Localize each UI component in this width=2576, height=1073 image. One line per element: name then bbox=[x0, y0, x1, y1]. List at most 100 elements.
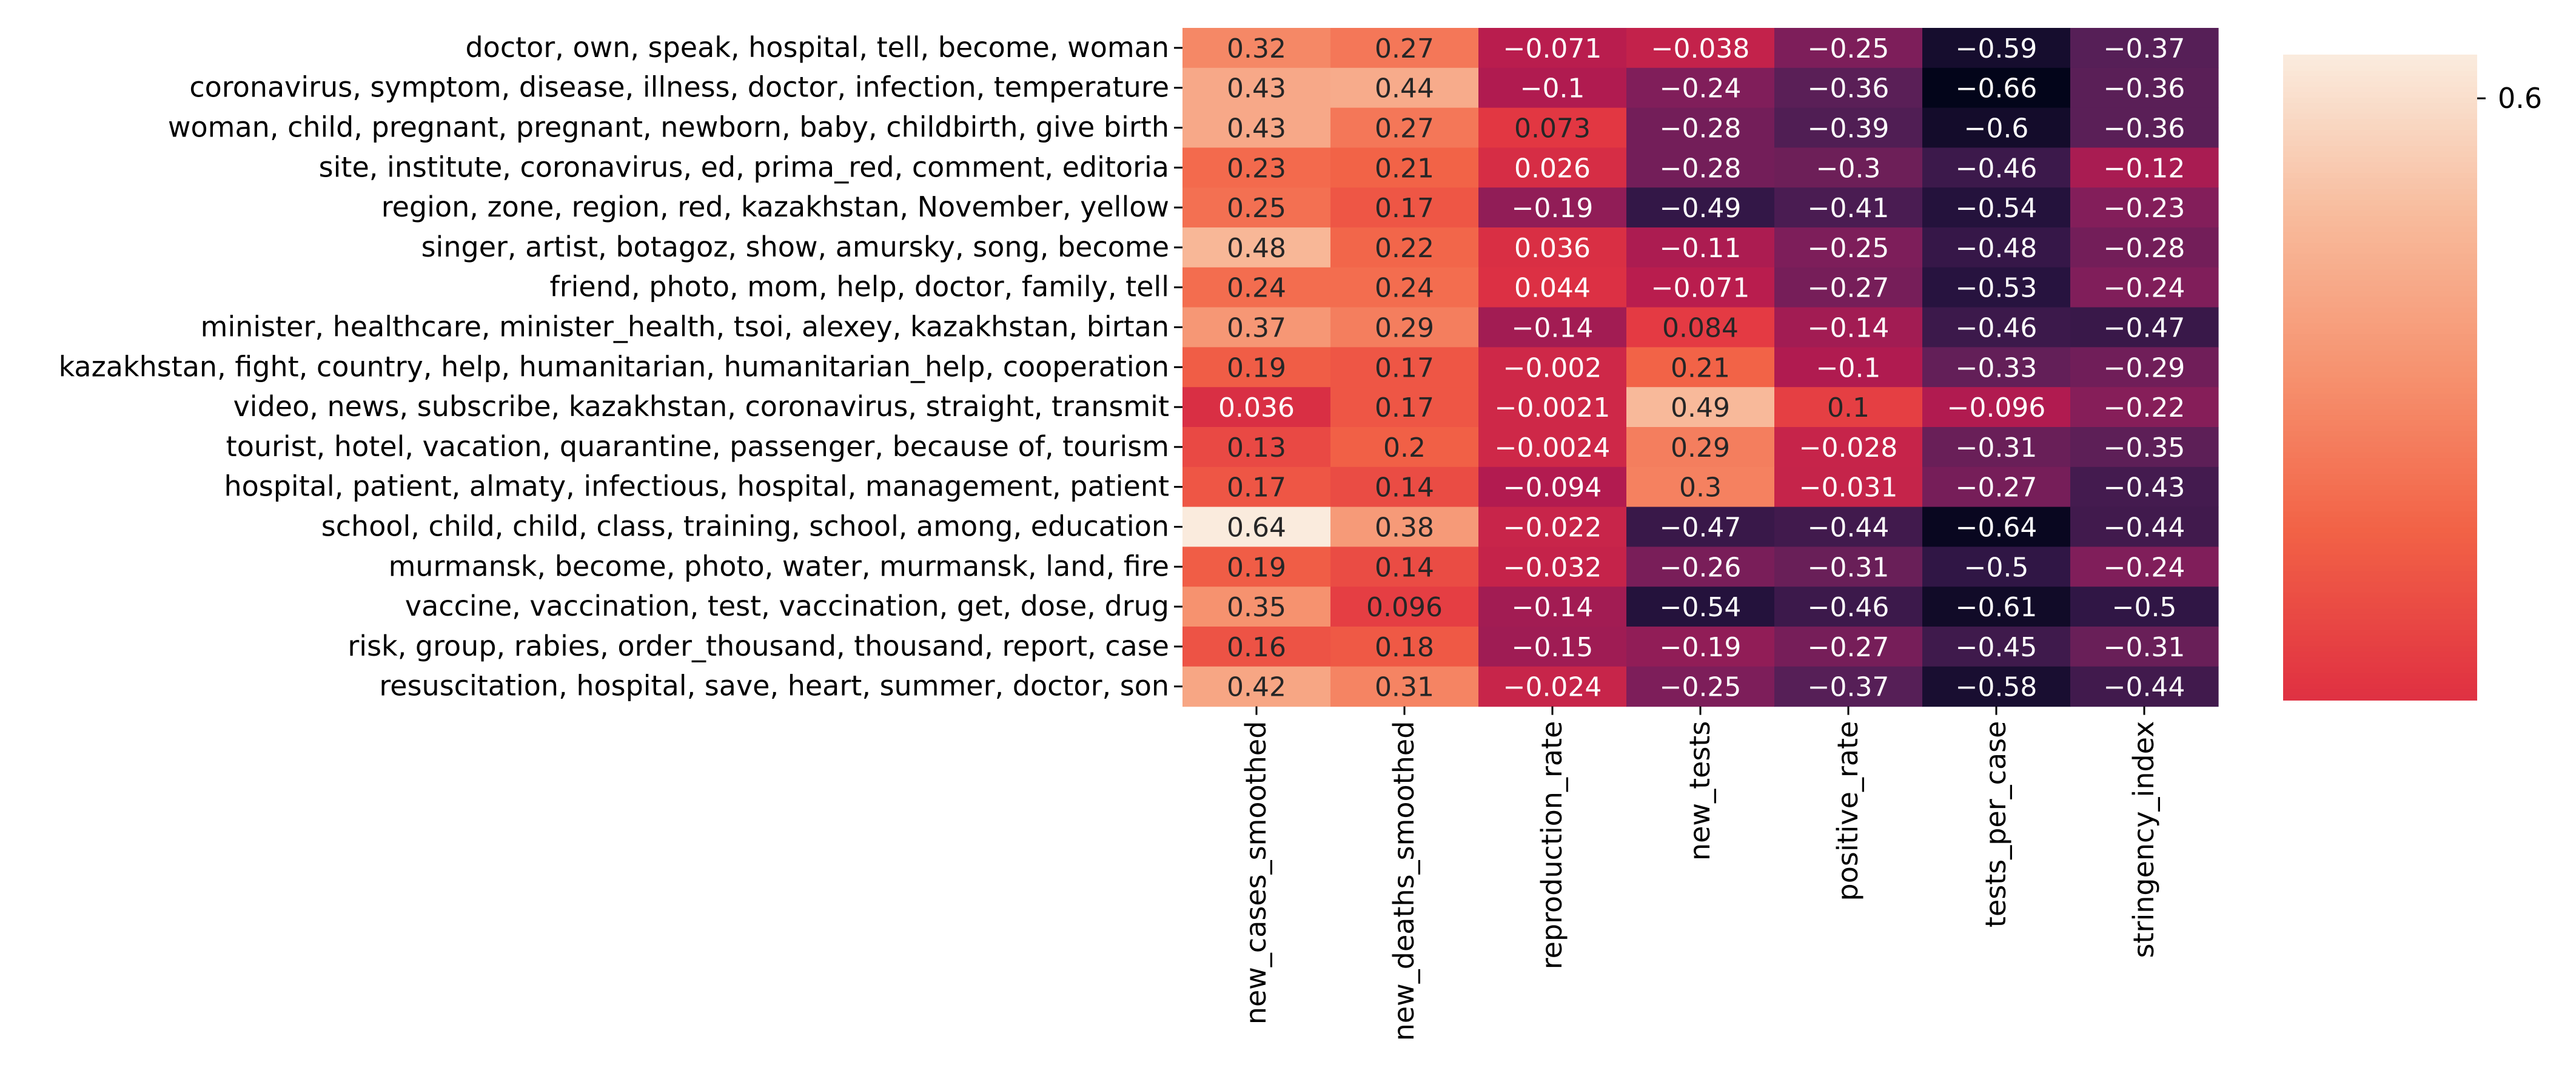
heatmap-cell bbox=[1774, 466, 1923, 508]
cell-value-label: −0.1 bbox=[1520, 73, 1585, 104]
heatmap-cell bbox=[1922, 267, 2071, 308]
cell-value-label: −0.002 bbox=[1503, 352, 1602, 383]
cell-value-label: −0.46 bbox=[1808, 592, 1890, 623]
colorbar-segment bbox=[2283, 226, 2477, 233]
heatmap-cell bbox=[1774, 427, 1923, 468]
heatmap-cell bbox=[1182, 227, 1331, 268]
cell-value-label: −0.24 bbox=[1660, 73, 1742, 104]
cell-value-label: −0.031 bbox=[1799, 473, 1898, 503]
heatmap-cell bbox=[2070, 627, 2219, 667]
heatmap-cell bbox=[1774, 307, 1923, 348]
row-label: friend, photo, mom, help, doctor, family… bbox=[550, 271, 1169, 303]
cell-value-label: 0.17 bbox=[1375, 352, 1434, 383]
colorbar-segment bbox=[2283, 210, 2477, 217]
cell-value-label: −0.46 bbox=[1956, 313, 2038, 344]
colorbar-segment bbox=[2283, 221, 2477, 227]
colorbar-segment bbox=[2283, 592, 2477, 599]
column-label: new_deaths_smoothed bbox=[1387, 721, 1420, 1041]
cell-value-label: 0.27 bbox=[1375, 33, 1434, 64]
heatmap-cell bbox=[1774, 107, 1923, 148]
cell-value-label: −0.032 bbox=[1503, 552, 1602, 583]
heatmap-cell bbox=[1330, 347, 1479, 388]
heatmap-cell bbox=[1478, 107, 1627, 148]
colorbar-segment bbox=[2283, 173, 2477, 179]
cell-value-label: 0.42 bbox=[1227, 672, 1286, 703]
colorbar: 0.6 bbox=[2283, 55, 2542, 701]
heatmap-cell bbox=[1182, 347, 1331, 388]
heatmap-cell bbox=[1330, 28, 1479, 69]
heatmap-cell bbox=[1626, 427, 1775, 468]
colorbar-segment bbox=[2283, 463, 2477, 469]
colorbar-segment bbox=[2283, 597, 2477, 604]
row-label: risk, group, rabies, order_thousand, tho… bbox=[347, 630, 1169, 662]
cell-value-label: −0.0021 bbox=[1495, 392, 1611, 423]
cell-value-label: 0.14 bbox=[1375, 552, 1434, 583]
row-label: region, zone, region, red, kazakhstan, N… bbox=[381, 190, 1169, 223]
heatmap-cell bbox=[1774, 506, 1923, 547]
cell-value-label: −0.41 bbox=[1808, 193, 1890, 224]
colorbar-segment bbox=[2283, 479, 2477, 486]
heatmap-cell bbox=[1922, 187, 2071, 228]
colorbar-segment bbox=[2283, 334, 2477, 340]
cell-value-label: 0.43 bbox=[1227, 73, 1286, 104]
colorbar-segment bbox=[2283, 662, 2477, 668]
cell-value-label: −0.19 bbox=[1512, 193, 1594, 224]
heatmap-cell bbox=[1626, 466, 1775, 508]
colorbar-segment bbox=[2283, 130, 2477, 136]
row-label: kazakhstan, fight, country, help, humani… bbox=[59, 350, 1169, 383]
cell-value-label: −0.39 bbox=[1808, 113, 1890, 144]
cell-value-label: −0.022 bbox=[1503, 513, 1602, 543]
heatmap-cell bbox=[1330, 267, 1479, 308]
cell-value-label: −0.28 bbox=[1660, 113, 1742, 144]
colorbar-segment bbox=[2283, 81, 2477, 88]
cell-value-label: −0.6 bbox=[1964, 113, 2029, 144]
colorbar-segment bbox=[2283, 608, 2477, 615]
heatmap-cell bbox=[1774, 28, 1923, 69]
cell-value-label: 0.036 bbox=[1218, 392, 1295, 423]
cell-value-label: −0.28 bbox=[2104, 233, 2185, 264]
row-label: site, institute, coronavirus, ed, prima_… bbox=[319, 150, 1169, 183]
colorbar-segment bbox=[2283, 286, 2477, 292]
heatmap-cell bbox=[1182, 387, 1331, 428]
colorbar-segment bbox=[2283, 393, 2477, 400]
colorbar-segment bbox=[2283, 97, 2477, 104]
cell-value-label: −0.28 bbox=[1660, 153, 1742, 184]
heatmap-cell bbox=[1478, 427, 1627, 468]
heatmap-cell bbox=[1182, 466, 1331, 508]
colorbar-segment bbox=[2283, 630, 2477, 636]
cell-value-label: −0.5 bbox=[2112, 592, 2177, 623]
heatmap-cell bbox=[1922, 627, 2071, 667]
heatmap-cell bbox=[1182, 666, 1331, 707]
cell-value-label: −0.14 bbox=[1512, 313, 1594, 344]
colorbar-segment bbox=[2283, 695, 2477, 701]
heatmap-cell bbox=[1182, 147, 1331, 188]
cell-value-label: 0.35 bbox=[1227, 592, 1286, 623]
cell-value-label: 0.14 bbox=[1375, 473, 1434, 503]
colorbar-segment bbox=[2283, 651, 2477, 658]
cell-value-label: 0.32 bbox=[1227, 33, 1286, 64]
colorbar-segment bbox=[2283, 436, 2477, 443]
heatmap-cell bbox=[1182, 307, 1331, 348]
colorbar-segment bbox=[2283, 243, 2477, 249]
heatmap-cell bbox=[2070, 666, 2219, 707]
heatmap-cell bbox=[1182, 506, 1331, 547]
cell-value-label: −0.48 bbox=[1956, 233, 2038, 264]
colorbar-segment bbox=[2283, 108, 2477, 115]
colorbar-segment bbox=[2283, 415, 2477, 421]
colorbar-segment bbox=[2283, 205, 2477, 212]
cell-value-label: 0.17 bbox=[1375, 193, 1434, 224]
heatmap-cell bbox=[1922, 147, 2071, 188]
heatmap-cell bbox=[1478, 28, 1627, 69]
cell-value-label: −0.024 bbox=[1503, 672, 1602, 703]
colorbar-segment bbox=[2283, 458, 2477, 464]
heatmap-cell bbox=[1626, 67, 1775, 109]
heatmap-cell bbox=[1922, 666, 2071, 707]
row-label: minister, healthcare, minister_health, t… bbox=[201, 311, 1169, 343]
colorbar-segment bbox=[2283, 533, 2477, 539]
colorbar-segment bbox=[2283, 549, 2477, 556]
colorbar-segment bbox=[2283, 124, 2477, 131]
cell-value-label: −0.22 bbox=[2104, 392, 2185, 423]
row-label: doctor, own, speak, hospital, tell, beco… bbox=[465, 31, 1169, 64]
colorbar-segment bbox=[2283, 345, 2477, 351]
row-label: murmansk, become, photo, water, murmansk… bbox=[389, 550, 1169, 582]
